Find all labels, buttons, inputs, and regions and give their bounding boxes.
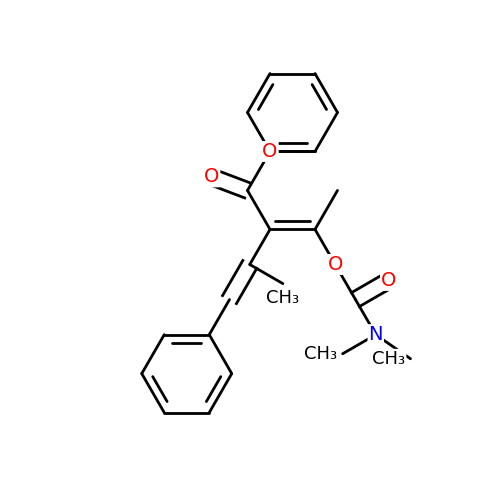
Text: CH₃: CH₃ bbox=[372, 350, 406, 368]
Text: O: O bbox=[204, 168, 220, 186]
Text: N: N bbox=[368, 325, 383, 344]
Text: O: O bbox=[262, 142, 278, 161]
Text: O: O bbox=[328, 255, 343, 274]
Text: CH₃: CH₃ bbox=[304, 345, 338, 363]
Text: CH₃: CH₃ bbox=[266, 288, 300, 306]
Text: O: O bbox=[381, 271, 396, 290]
